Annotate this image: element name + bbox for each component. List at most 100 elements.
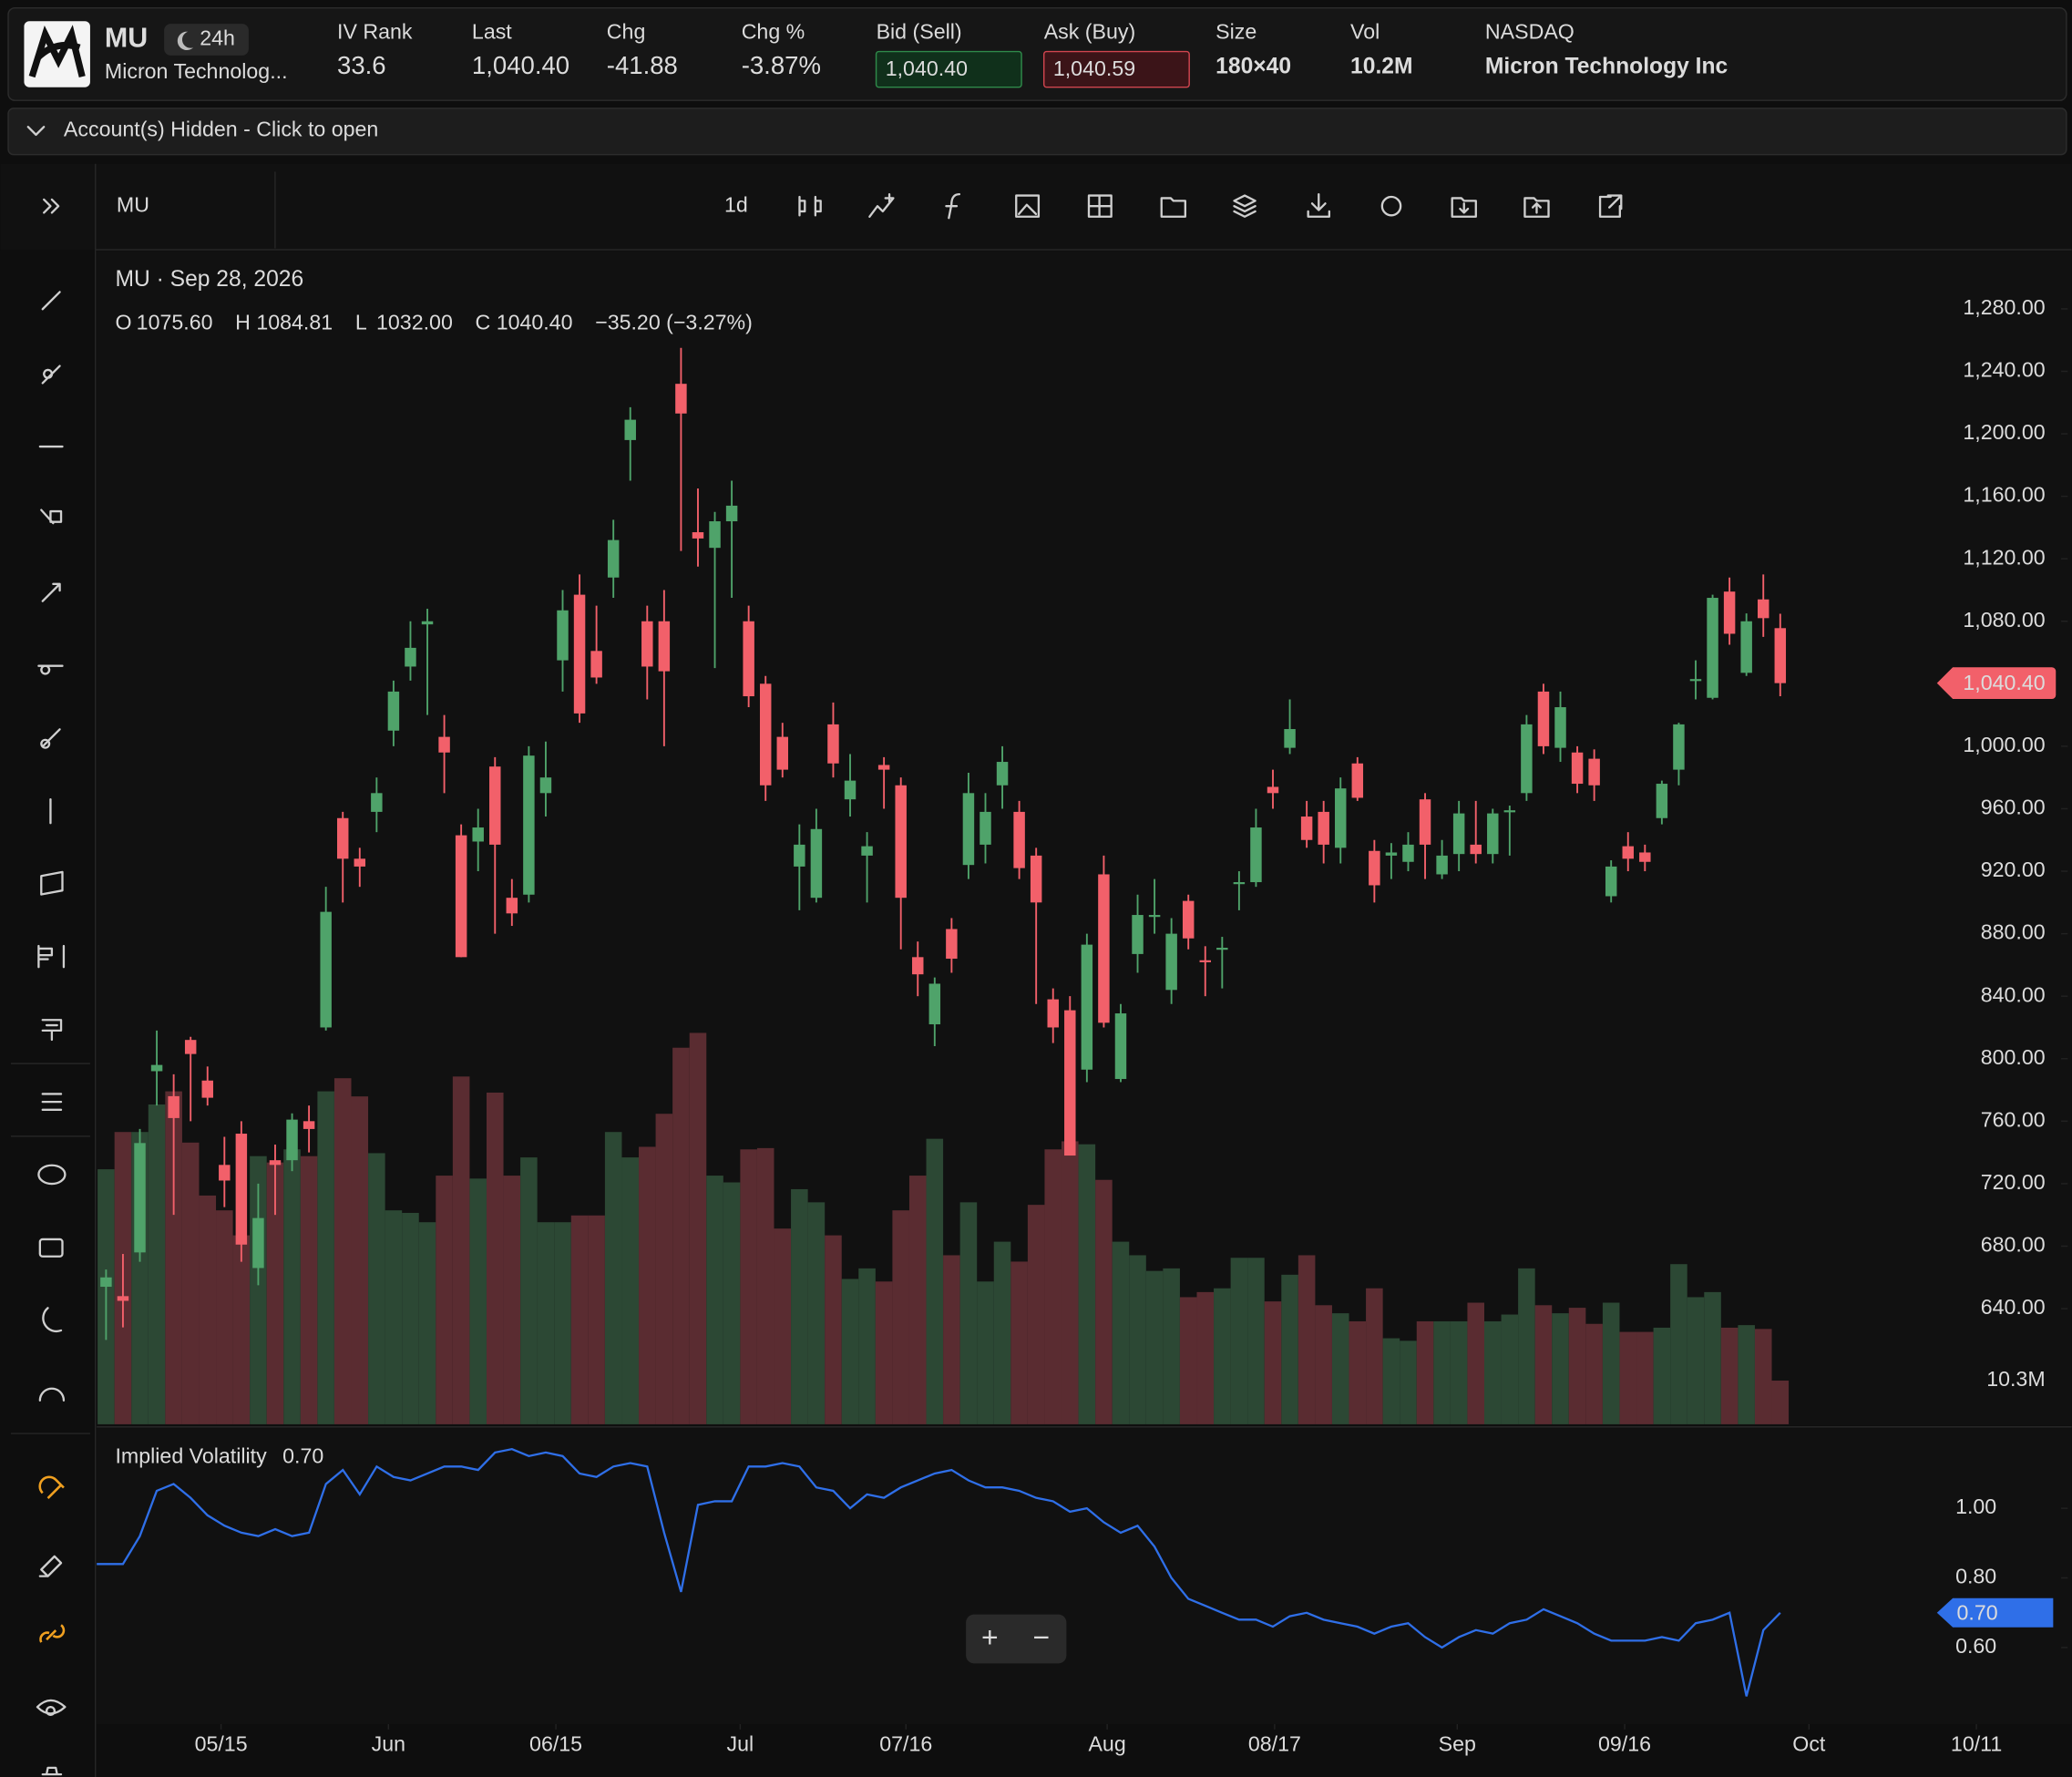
tool-icon[interactable] (41, 1093, 63, 1112)
field-label: Last (472, 19, 512, 43)
zoom-controls (966, 1614, 1067, 1664)
tool-icon[interactable] (41, 365, 61, 385)
drawing-tools (10, 291, 90, 1776)
candle-body (438, 736, 450, 753)
tool-icon[interactable] (41, 582, 61, 602)
moon-icon (177, 31, 194, 51)
x-tick-label: 06/15 (529, 1731, 582, 1755)
candle-type-icon[interactable] (798, 195, 822, 217)
volume-bar (740, 1149, 757, 1424)
volume-label: 10.3M (1986, 1367, 2045, 1391)
candle-body (1740, 621, 1752, 673)
field-value: 1,040.59 (1053, 56, 1135, 80)
candle-body (1503, 810, 1516, 813)
y-tick-label: 840.00 (1981, 982, 2046, 1006)
settings-icon[interactable] (1380, 195, 1402, 217)
candle-body (523, 755, 535, 895)
zoom-out[interactable]: − (1032, 1621, 1050, 1654)
indicator-icon[interactable] (868, 192, 895, 218)
tool-icon[interactable] (37, 1164, 67, 1186)
accounts-bar[interactable] (7, 108, 2067, 156)
volume-bar (756, 1147, 774, 1424)
candle-body (844, 780, 856, 800)
folder-icon[interactable] (1160, 197, 1186, 218)
y-tick-label: 1,080.00 (1963, 608, 2045, 632)
candle-body (877, 765, 890, 770)
candle-body (1639, 852, 1651, 862)
toolbar (0, 163, 2072, 251)
volume-bar (1704, 1291, 1721, 1424)
tool-icon[interactable] (41, 1019, 63, 1042)
y-tick-label: 1,280.00 (1963, 295, 2045, 319)
candle-body (1554, 707, 1566, 748)
volume-bar (266, 1162, 284, 1424)
lock-icon[interactable] (39, 1624, 66, 1643)
visibility-icon[interactable] (36, 1699, 67, 1716)
load-icon[interactable] (1451, 197, 1477, 218)
candle-body (1723, 591, 1736, 634)
candle-body (336, 817, 349, 859)
volume-bar (418, 1222, 436, 1424)
layers-icon[interactable] (1233, 194, 1257, 218)
candle-body (219, 1165, 231, 1181)
tool-icon[interactable] (40, 508, 63, 525)
toolbar-symbol[interactable]: MU (117, 192, 149, 216)
trash-icon[interactable] (41, 1766, 63, 1776)
expand-icon[interactable] (43, 198, 60, 214)
volume-bar (943, 1255, 960, 1424)
field-value: 1,040.40 (472, 51, 569, 79)
x-tick-label: Oct (1792, 1731, 1826, 1755)
tool-icon[interactable] (38, 1387, 66, 1402)
candle-body (1351, 763, 1364, 798)
popout-icon[interactable] (1598, 194, 1623, 218)
volume-bar (351, 1096, 369, 1424)
layout-icon[interactable] (1087, 194, 1113, 218)
tool-icon[interactable] (40, 728, 61, 749)
tool-icon[interactable] (40, 870, 64, 896)
candle-body (421, 621, 434, 625)
legend-value: 1075.60 (137, 310, 213, 334)
volume-bar (1062, 1141, 1079, 1424)
legend-value: 1032.00 (376, 310, 453, 334)
volume-bar (1112, 1241, 1130, 1424)
candle-body (150, 1064, 163, 1072)
candle-body (1098, 874, 1110, 1023)
candle-body (455, 835, 467, 958)
magnet-icon[interactable] (38, 1475, 65, 1500)
y-tick-label: 1,160.00 (1963, 483, 2045, 507)
volume-bar (333, 1078, 352, 1424)
tool-icon[interactable] (37, 664, 64, 675)
candle-layer (100, 347, 1787, 1340)
interval[interactable]: 1d (724, 192, 748, 216)
volume-bar (1400, 1340, 1417, 1424)
volume-bar (1636, 1331, 1654, 1424)
x-tick-label: 05/15 (195, 1731, 248, 1755)
volume-bar (368, 1153, 385, 1424)
candle-body (743, 621, 754, 697)
candle-body (1487, 813, 1499, 855)
accounts-text[interactable]: Account(s) Hidden - Click to open (64, 118, 378, 141)
tool-icon[interactable] (41, 291, 61, 311)
volume-bar (1078, 1144, 1096, 1424)
tool-icon[interactable] (42, 1307, 63, 1333)
image-icon[interactable] (1015, 194, 1041, 218)
tool-icon[interactable] (38, 1238, 64, 1258)
function-icon[interactable] (945, 192, 961, 220)
volume-bar (621, 1157, 640, 1424)
download-icon[interactable] (1307, 192, 1331, 218)
candle-body (354, 858, 366, 867)
field-label: Size (1216, 19, 1257, 43)
legend-key: O (115, 310, 131, 334)
zoom-in[interactable]: + (981, 1621, 999, 1654)
save-icon[interactable] (1523, 197, 1550, 218)
legend-key: H (235, 310, 251, 334)
price-badge-label: 1,040.40 (1963, 671, 2045, 694)
candle-body (539, 777, 552, 794)
tool-icon[interactable] (37, 944, 66, 969)
volume-bar (1095, 1179, 1113, 1424)
candle-body (117, 1296, 129, 1301)
volume-bar (436, 1176, 453, 1424)
tool-icon[interactable] (38, 1555, 63, 1577)
legend-key: C (475, 310, 490, 334)
